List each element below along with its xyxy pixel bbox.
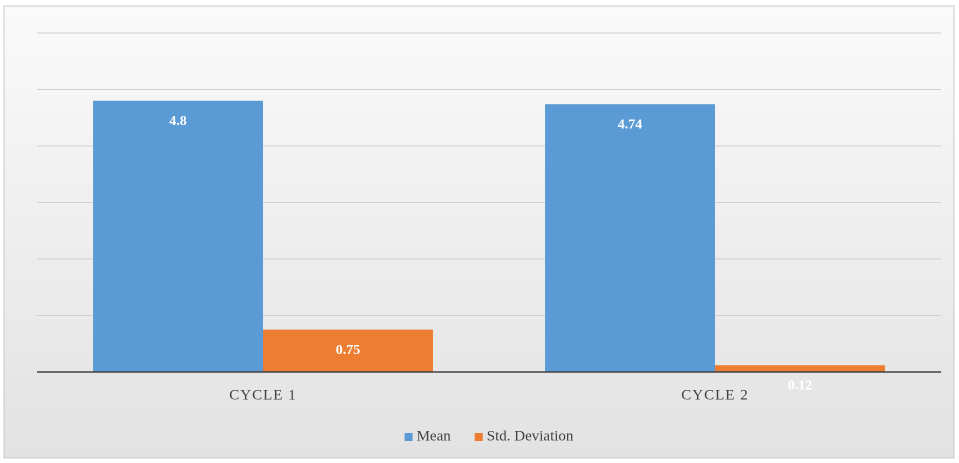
legend-swatch <box>404 433 413 441</box>
legend-label: Mean <box>417 428 452 444</box>
legend: Mean Std. Deviation <box>404 428 574 444</box>
bar <box>263 329 433 372</box>
legend-label: Std. Deviation <box>487 428 574 444</box>
bar <box>93 100 263 373</box>
bar <box>545 104 715 372</box>
data-label: 0.75 <box>336 343 361 358</box>
plot-area: 4.8 0.75 CYCLE 1 4.74 0.12 CYCLE 2 Mean Std. De… <box>37 32 941 444</box>
x-tick-label: CYCLE 2 <box>681 387 748 403</box>
data-label: 4.74 <box>618 117 643 132</box>
x-tick-label: CYCLE 1 <box>229 387 296 403</box>
bar <box>715 365 885 372</box>
data-label: 0.12 <box>788 378 813 393</box>
legend-swatch <box>474 433 483 441</box>
data-label: 4.8 <box>169 114 187 129</box>
